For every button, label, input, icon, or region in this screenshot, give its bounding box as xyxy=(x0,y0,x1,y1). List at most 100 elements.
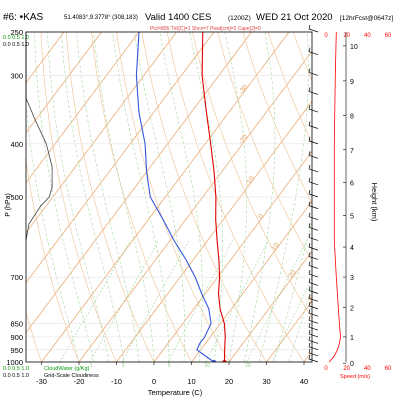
speed-top-tick-label: 20 xyxy=(343,33,350,39)
pressure-tick-label: 850 xyxy=(10,319,23,328)
isotherm-line xyxy=(26,32,102,134)
height-tick-label: 2 xyxy=(350,305,354,312)
wind-barb xyxy=(308,312,319,317)
wind-barb-feather xyxy=(308,164,311,170)
forecast-info: [12hrFcst@0647z] xyxy=(340,15,393,22)
temperature-tick-label: -30 xyxy=(36,377,47,386)
isotherm-line xyxy=(26,32,140,184)
isotherm-labels: -30 -20 -10 0 10 20 30 xyxy=(238,84,317,305)
dewpoint-line xyxy=(135,32,215,362)
temperature-axis-label: Temperature (C) xyxy=(148,388,203,397)
mixing-ratio-label: 10 xyxy=(204,363,210,369)
wind-barb xyxy=(308,140,319,145)
dry-adiabat-line xyxy=(394,32,400,362)
dry-adiabat-line xyxy=(91,32,192,362)
speed-bottom-tick-label: 20 xyxy=(343,366,350,372)
wind-barb xyxy=(308,326,319,331)
pressure-tick-label: 900 xyxy=(10,333,23,342)
wind-barb xyxy=(308,352,319,357)
height-tick-label: 7 xyxy=(350,148,354,155)
moist-adiabat-line xyxy=(61,32,125,362)
moist-adiabat-line xyxy=(47,32,110,362)
height-axis: 0 1 2 3 4 5 6 7 8 9 10 xyxy=(343,32,358,368)
speed-top-tick-label: 0 xyxy=(324,33,328,39)
moist-adiabat-line xyxy=(159,32,203,362)
temperature-tick-label: -20 xyxy=(74,377,85,386)
wind-barb xyxy=(308,246,319,251)
wind-barb xyxy=(308,237,319,241)
wind-barb xyxy=(308,181,319,186)
cloudwater-label: CloudWater (g/Kg) xyxy=(44,366,90,372)
wind-barb xyxy=(308,28,319,33)
wind-barb xyxy=(308,72,319,76)
pressure-tick-label: 300 xyxy=(10,71,23,80)
isobar-grid xyxy=(26,31,312,363)
station-coords: 51.4083°,9.3778° (308,183) xyxy=(64,15,138,21)
wind-barb-feather xyxy=(308,252,311,257)
wind-barb-feather xyxy=(308,47,311,52)
wind-barb xyxy=(308,154,319,159)
cloudwater-scale: 0.0 0.5 1.0 xyxy=(3,366,29,372)
wind-barb xyxy=(308,282,319,286)
wind-barb xyxy=(308,168,319,173)
pressure-tick-label: 1000 xyxy=(6,358,23,367)
dry-adiabat-line xyxy=(267,32,312,144)
wind-barb-feather xyxy=(308,87,311,92)
moist-adiabat-grid xyxy=(26,32,312,362)
isotherm-line xyxy=(266,300,312,362)
wind-barb-feather xyxy=(308,121,311,126)
wind-barb xyxy=(308,193,319,198)
isotherm-label: 10 xyxy=(270,242,280,253)
wind-barb xyxy=(308,125,319,129)
wind-barb-feather xyxy=(308,24,311,30)
temperature-tick-label: 0 xyxy=(152,377,156,386)
dewpoint-surface-point xyxy=(212,360,216,362)
speed-top-tick-label: 40 xyxy=(364,33,371,39)
model-run: (1200Z) xyxy=(228,15,251,22)
mixing-ratio-line xyxy=(121,240,190,362)
pressure-tick-label: 250 xyxy=(10,28,23,37)
wind-barb xyxy=(308,273,319,278)
mixing-ratio-line xyxy=(59,240,131,362)
temperature-axis: -30 -20 -10 0 10 20 30 40 xyxy=(36,362,308,386)
cloudiness-label: Grid-Scale Cloudiness xyxy=(44,373,99,379)
station-id: #6: •KAS xyxy=(3,12,44,23)
isotherm-line xyxy=(191,200,312,362)
wind-barb-feather xyxy=(308,223,311,228)
moist-adiabat-line xyxy=(76,32,140,362)
moist-adiabat-line xyxy=(26,100,80,362)
wind-barb xyxy=(308,226,319,231)
height-tick-label: 3 xyxy=(350,275,354,282)
moist-adiabat-line xyxy=(93,32,155,362)
wind-barb xyxy=(308,340,319,344)
mixing-ratio-grid xyxy=(59,240,312,362)
speed-line xyxy=(328,31,341,363)
pressure-axis: 250 300 400 500 700 850 900 950 1000 xyxy=(6,28,23,367)
mixing-ratio-line xyxy=(271,277,312,362)
speed-bottom-tick-label: 0 xyxy=(324,366,328,372)
wind-barb xyxy=(308,319,319,324)
height-tick-label: 5 xyxy=(350,213,354,220)
height-tick-label: 9 xyxy=(350,79,354,86)
wind-barb xyxy=(308,333,319,338)
temperature-tick-label: 30 xyxy=(262,377,270,386)
wind-barb-feather xyxy=(308,136,311,141)
cloudiness-line xyxy=(25,32,53,241)
forecast-date: WED 21 Oct 2020 xyxy=(256,12,333,23)
isotherm-label: 30 xyxy=(307,294,317,305)
dry-adiabat-line xyxy=(116,32,230,362)
cloudwater-scale-top: 0.0 0.5 1.0 xyxy=(3,35,29,41)
dry-adiabat-line xyxy=(141,32,267,362)
isotherm-label: -20 xyxy=(238,134,250,146)
sounding-parameters: Plcl=805 Tlcl[C]=1 Shcx=7 Pwat[cm]=2 Cap… xyxy=(150,26,261,32)
pressure-tick-label: 950 xyxy=(10,346,23,355)
speed-top-tick-label: 60 xyxy=(385,33,392,39)
wind-barb-feather xyxy=(308,270,311,275)
height-tick-label: 10 xyxy=(350,44,358,51)
height-tick-label: 8 xyxy=(350,113,354,120)
wind-barb-feather xyxy=(308,323,311,328)
wind-barb-feather xyxy=(308,68,311,73)
pressure-tick-label: 700 xyxy=(10,273,23,282)
isotherm-label: 20 xyxy=(288,269,298,280)
